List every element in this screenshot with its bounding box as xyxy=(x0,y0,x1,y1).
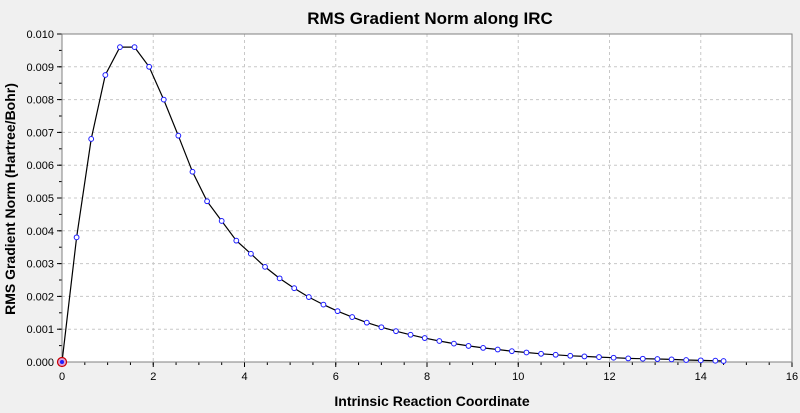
x-tick-label: 8 xyxy=(424,371,430,383)
data-point xyxy=(334,308,341,315)
data-point xyxy=(378,324,385,331)
y-tick-label: 0.008 xyxy=(26,95,54,107)
grid-lines xyxy=(61,33,793,363)
x-tick-label: 4 xyxy=(241,371,247,383)
y-tick-label: 0.004 xyxy=(26,226,54,238)
data-point xyxy=(712,357,719,364)
x-tick-label: 2 xyxy=(150,371,156,383)
data-point xyxy=(247,250,254,257)
data-point xyxy=(552,351,559,358)
y-tick-label: 0.005 xyxy=(26,193,54,205)
x-tick-label: 10 xyxy=(512,371,524,383)
data-point xyxy=(117,44,123,51)
data-point xyxy=(305,294,312,300)
plot-frame xyxy=(61,33,793,363)
y-tick-label: 0.010 xyxy=(26,29,54,41)
data-point xyxy=(233,237,240,244)
data-point xyxy=(218,218,225,224)
data-point xyxy=(639,355,646,362)
data-markers xyxy=(56,44,727,368)
data-point xyxy=(494,346,501,353)
data-point xyxy=(276,275,283,282)
tick-labels: 0 2 4 6 8 10 12 14 16 0.000 0.001 0.002 0.003 0.004 0.… xyxy=(26,29,798,383)
data-point xyxy=(654,356,661,362)
data-point xyxy=(625,355,632,362)
data-point xyxy=(508,348,515,355)
data-point xyxy=(567,352,574,359)
data-point xyxy=(73,234,80,241)
data-point xyxy=(189,168,196,175)
data-point xyxy=(465,343,472,349)
data-point xyxy=(291,285,298,292)
data-point xyxy=(131,44,138,51)
data-point xyxy=(668,356,675,363)
data-point xyxy=(596,354,602,360)
data-point xyxy=(407,331,414,338)
data-point xyxy=(523,349,530,356)
data-point xyxy=(102,72,109,78)
data-point xyxy=(320,301,327,308)
x-tick-label: 6 xyxy=(333,371,339,383)
x-tick-label: 16 xyxy=(786,371,798,383)
x-tick-label: 12 xyxy=(603,371,615,383)
data-point xyxy=(421,335,428,341)
y-tick-label: 0.002 xyxy=(26,291,54,303)
y-tick-label: 0.009 xyxy=(26,62,54,74)
data-point xyxy=(262,263,268,270)
y-axis-label: RMS Gradient Norm (Hartree/Bohr) xyxy=(2,83,18,315)
data-point xyxy=(581,353,588,360)
x-axis-label: Intrinsic Reaction Coordinate xyxy=(334,393,529,409)
data-point xyxy=(393,328,399,335)
y-tick-label: 0.003 xyxy=(26,259,54,271)
y-tick-label: 0.000 xyxy=(26,357,54,369)
data-point xyxy=(720,358,727,364)
chart-title: RMS Gradient Norm along IRC xyxy=(307,9,553,28)
y-tick-label: 0.007 xyxy=(26,127,54,139)
data-point xyxy=(683,357,690,363)
data-point xyxy=(697,357,704,364)
x-tick-label: 14 xyxy=(695,371,707,383)
data-point xyxy=(480,344,487,351)
data-point xyxy=(610,354,617,361)
data-point xyxy=(451,340,457,347)
data-point xyxy=(160,96,167,103)
data-point xyxy=(88,136,95,142)
x-tick-label: 0 xyxy=(59,371,65,383)
y-tick-label: 0.006 xyxy=(26,160,54,172)
data-point xyxy=(363,319,370,326)
data-point xyxy=(204,198,210,205)
highlighted-point-center xyxy=(60,360,64,364)
data-point xyxy=(436,338,443,344)
data-point xyxy=(175,132,182,139)
data-point xyxy=(146,63,153,70)
data-point xyxy=(538,350,544,357)
y-tick-label: 0.001 xyxy=(26,324,54,336)
data-point xyxy=(349,314,356,320)
axes xyxy=(57,33,793,367)
